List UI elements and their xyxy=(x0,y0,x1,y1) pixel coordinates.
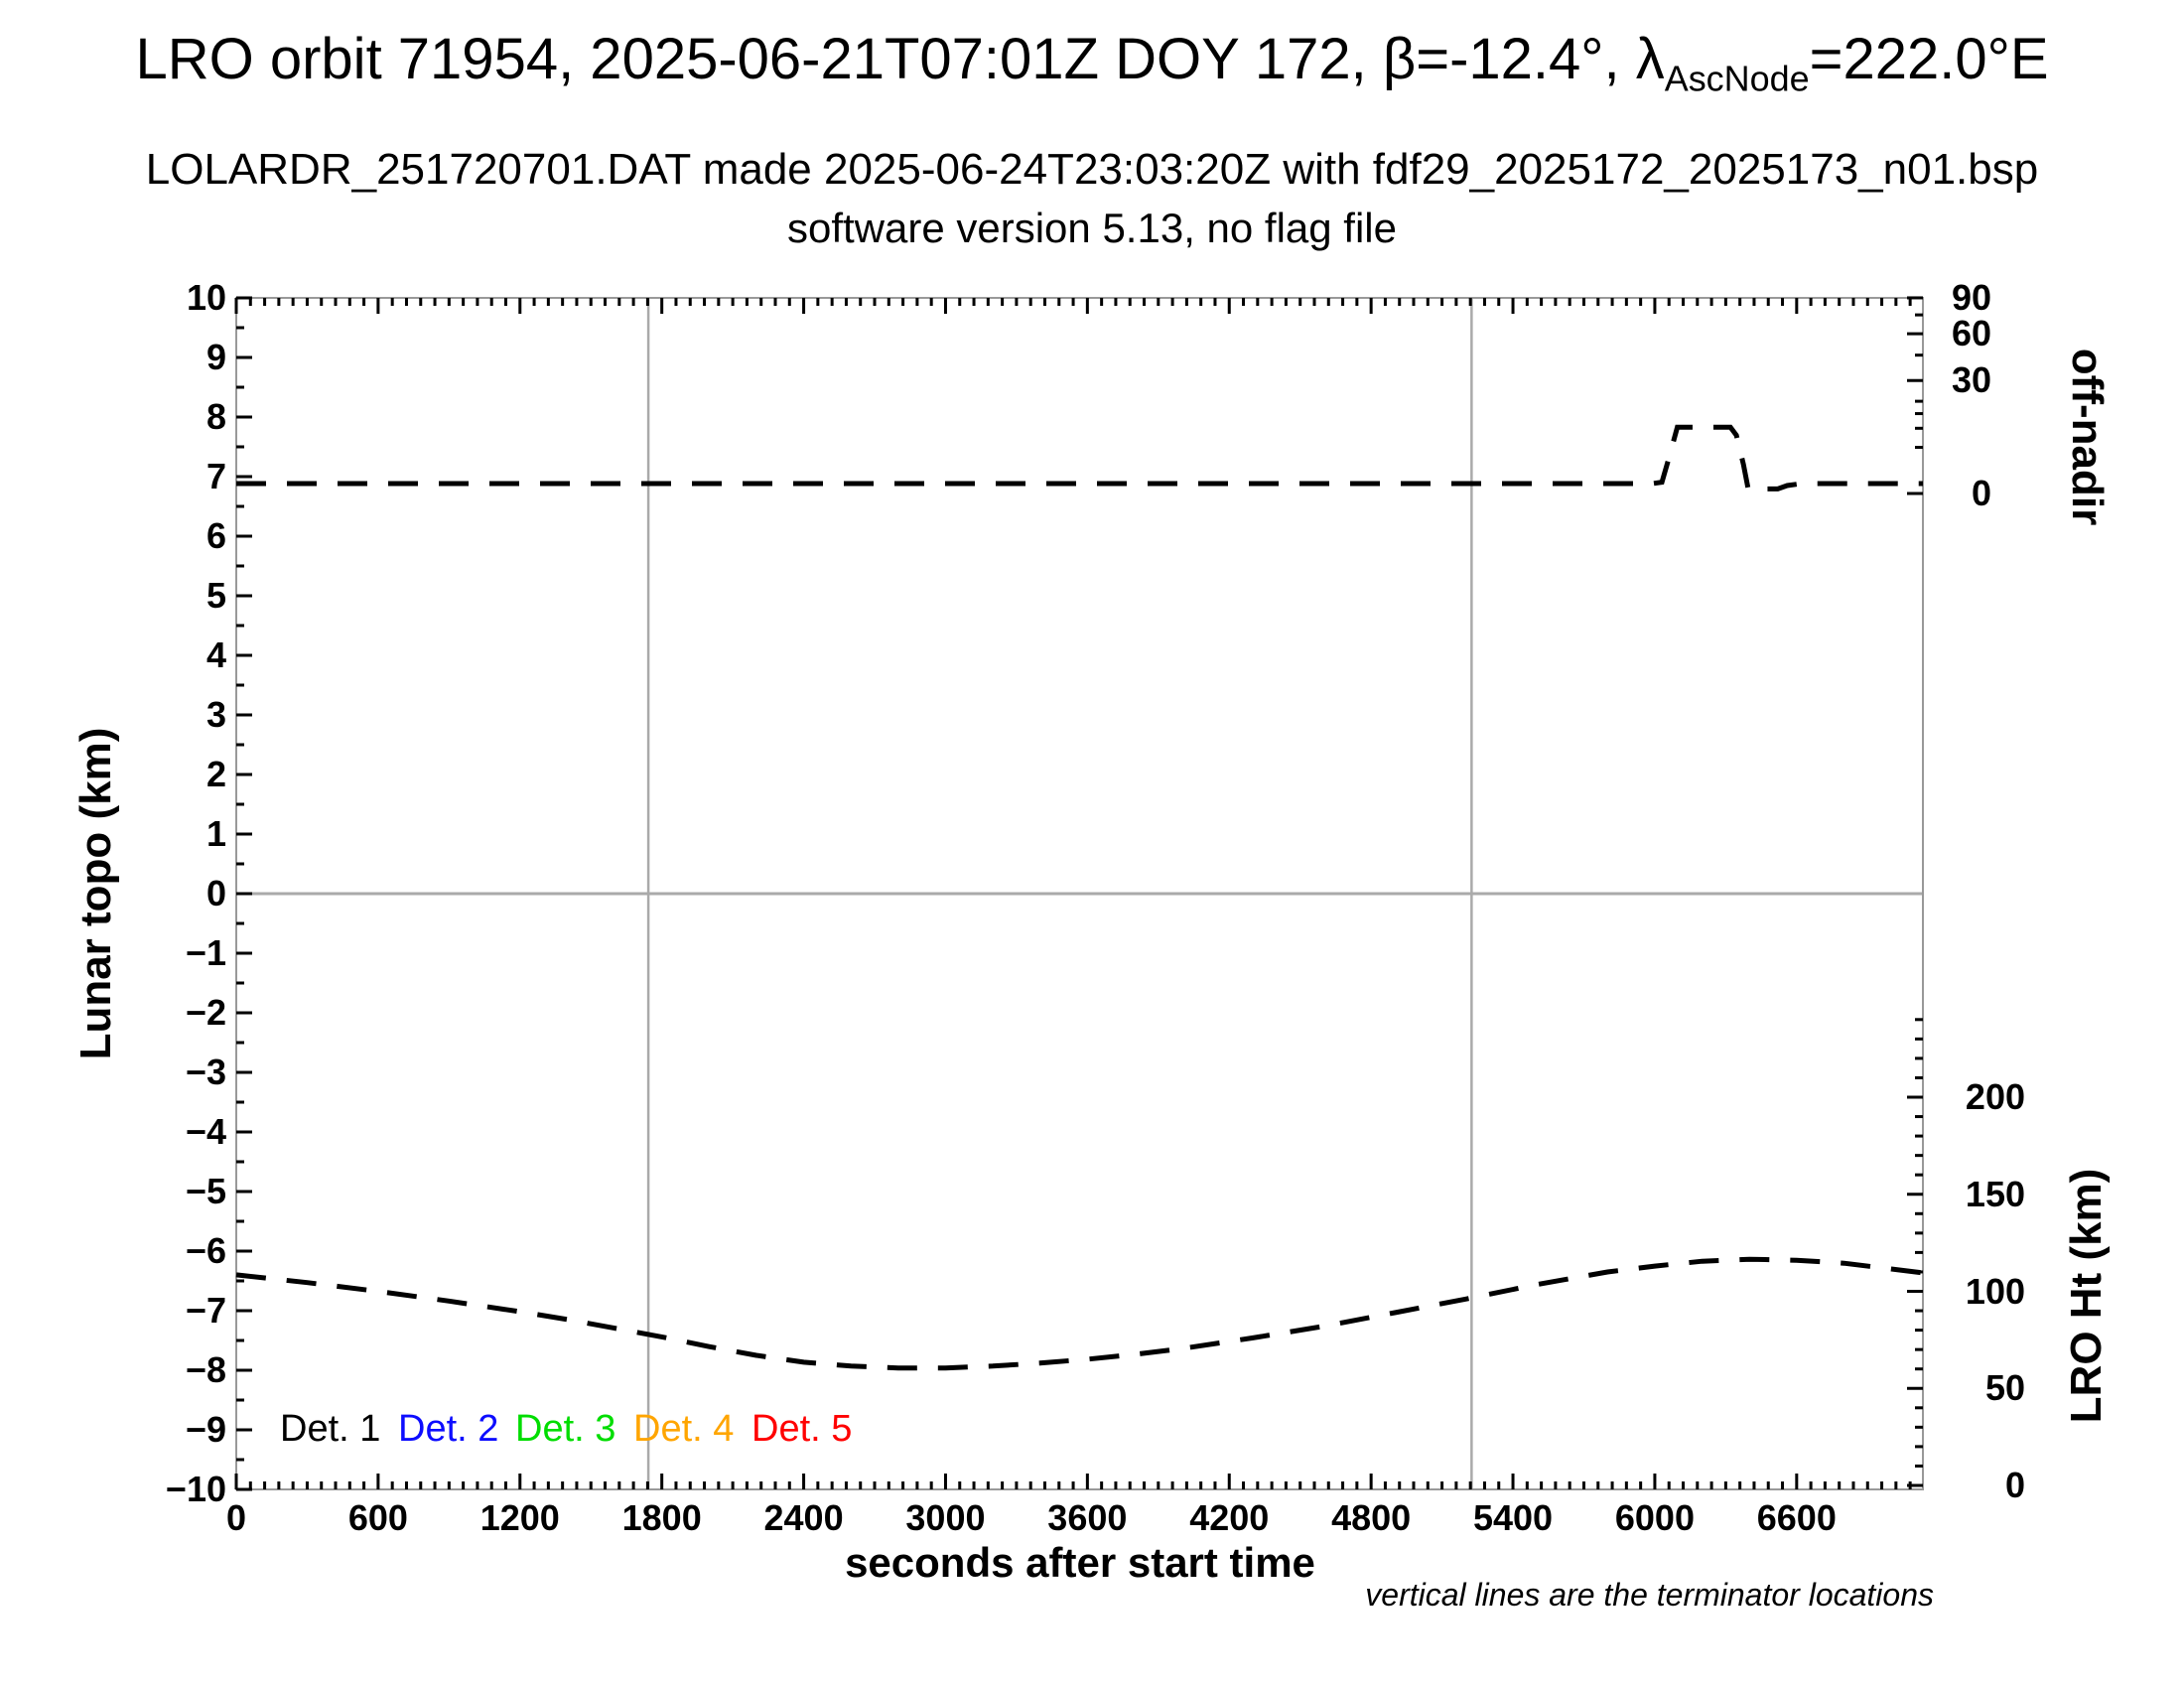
y-left-tick-label: 10 xyxy=(186,277,226,318)
y-left-tick-label: 4 xyxy=(205,634,226,675)
y-left-tick-label: 3 xyxy=(205,694,226,735)
y-left-tick-label: 2 xyxy=(205,754,226,794)
y-left-tick-label: 7 xyxy=(205,456,226,496)
y-left-tick-label: −2 xyxy=(185,992,226,1033)
terminator-note: vertical lines are the terminator locati… xyxy=(1365,1577,1934,1613)
y-left-tick-label: 6 xyxy=(205,515,226,556)
y-left-axis-title: Lunar topo (km) xyxy=(71,727,120,1060)
y-left-tick-label: −4 xyxy=(185,1111,226,1152)
legend-item-det4: Det. 4 xyxy=(633,1408,735,1450)
y-left-tick-label: 1 xyxy=(205,813,226,854)
lro-height-curve xyxy=(235,1256,1924,1371)
legend-item-det1: Det. 1 xyxy=(280,1408,381,1450)
y-right-bottom-axis-title: LRO Ht (km) xyxy=(2062,1168,2111,1424)
x-tick-label: 6000 xyxy=(1614,1497,1695,1538)
lroht-tick-label: 100 xyxy=(1965,1270,2025,1312)
x-tick-label: 3600 xyxy=(1047,1497,1128,1538)
x-tick-label: 1200 xyxy=(479,1497,560,1538)
legend-item-det2: Det. 2 xyxy=(398,1408,499,1450)
y-left-tick-label: −1 xyxy=(185,932,226,973)
y-left-tick-label: 8 xyxy=(205,396,226,437)
y-left-tick-label: 9 xyxy=(205,337,226,377)
x-axis-title: seconds after start time xyxy=(845,1539,1315,1586)
x-tick-label: 4200 xyxy=(1189,1497,1270,1538)
plot-title: LRO orbit 71954, 2025-06-21T07:01Z DOY 1… xyxy=(0,26,2184,96)
plot-subtitle-version: software version 5.13, no flag file xyxy=(786,205,1397,251)
lroht-tick-label: 200 xyxy=(1965,1076,2025,1117)
plot-title-part1: LRO orbit 71954, 2025-06-21T07:01Z DOY 1… xyxy=(135,27,1665,91)
y-left-tick-label: −5 xyxy=(185,1171,226,1211)
y-left-tick-label: 5 xyxy=(205,575,226,616)
plot-title-part2: =222.0°E xyxy=(1809,27,2049,91)
x-tick-label: 2400 xyxy=(763,1497,844,1538)
x-tick-label: 5400 xyxy=(1472,1497,1554,1538)
y-right-top-axis-title: off-nadir xyxy=(2063,348,2112,526)
offnadir-tick-label: 60 xyxy=(1951,313,1991,354)
plot-title-subscript: AscNode xyxy=(1664,58,1810,99)
plot-subtitle-file: LOLARDR_251720701.DAT made 2025-06-24T23… xyxy=(145,145,2039,194)
x-tick-label: 3000 xyxy=(905,1497,986,1538)
y-left-tick-label: −8 xyxy=(185,1349,226,1390)
y-left-tick-label: 0 xyxy=(205,873,226,914)
offnadir-tick-label: 30 xyxy=(1951,359,1991,401)
x-tick-label: 0 xyxy=(225,1497,247,1538)
lroht-tick-label: 0 xyxy=(2004,1465,2025,1505)
y-left-tick-label: −10 xyxy=(165,1469,226,1509)
y-left-tick-label: −6 xyxy=(185,1230,226,1271)
offnadir-tick-label: 0 xyxy=(1971,473,1991,513)
x-tick-label: 600 xyxy=(347,1497,408,1538)
x-tick-label: 1800 xyxy=(621,1497,702,1538)
y-left-tick-label: −7 xyxy=(185,1290,226,1331)
y-left-tick-label: −9 xyxy=(185,1409,226,1450)
legend-item-det5: Det. 5 xyxy=(751,1408,853,1450)
y-left-tick-label: −3 xyxy=(185,1052,226,1092)
legend-item-det3: Det. 3 xyxy=(515,1408,616,1450)
x-tick-label: 6600 xyxy=(1756,1497,1837,1538)
offnadir-tick-label: 90 xyxy=(1951,276,1991,318)
x-tick-label: 4800 xyxy=(1331,1497,1412,1538)
lroht-tick-label: 150 xyxy=(1965,1173,2025,1214)
lroht-tick-label: 50 xyxy=(1984,1367,2025,1409)
off-nadir-curve xyxy=(236,424,1923,492)
